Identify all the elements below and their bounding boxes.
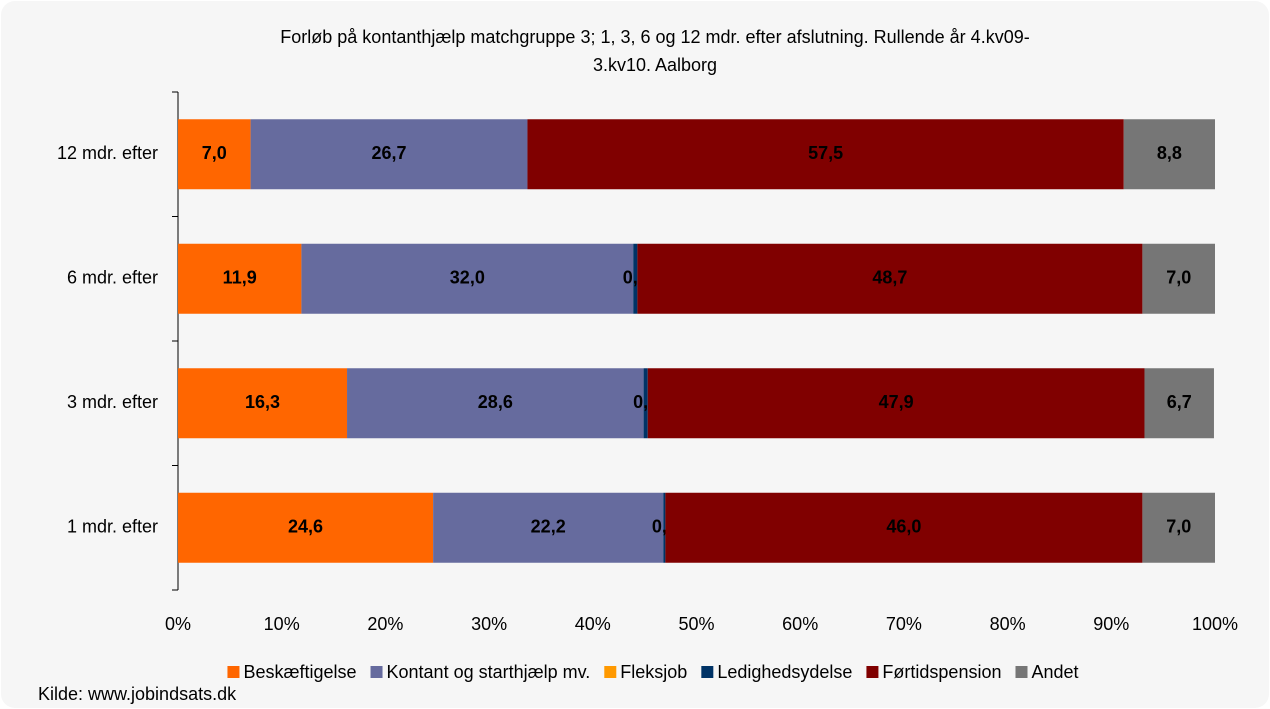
- bar-segment: [637, 243, 1143, 314]
- legend-swatch: [370, 666, 383, 678]
- data-label: 47,9: [879, 392, 914, 412]
- chart-title: Forløb på kontanthjælp matchgruppe 3; 1,…: [280, 27, 1029, 47]
- bar-segment: [527, 119, 1124, 190]
- data-label: 7,0: [1166, 517, 1191, 537]
- bar-segment: [1144, 368, 1214, 439]
- x-tick-label: 40%: [575, 614, 611, 634]
- data-label: 48,7: [872, 268, 907, 288]
- x-tick-label: 80%: [990, 614, 1026, 634]
- data-label: 7,0: [202, 143, 227, 163]
- data-label: 6,7: [1167, 392, 1192, 412]
- data-label: 22,2: [531, 517, 566, 537]
- bar-segment: [663, 492, 666, 563]
- legend-swatch: [701, 666, 714, 678]
- x-tick-label: 70%: [886, 614, 922, 634]
- bar-segment: [643, 368, 648, 439]
- bar-segment: [178, 492, 434, 563]
- data-label: 24,6: [288, 517, 323, 537]
- source-note: Kilde: www.jobindsats.dk: [38, 684, 237, 704]
- legend-swatch: [604, 666, 617, 678]
- bar-segment: [665, 492, 1143, 563]
- x-tick-label: 50%: [678, 614, 714, 634]
- legend-swatch: [1015, 666, 1028, 678]
- y-tick-label: 6 mdr. efter: [67, 268, 158, 288]
- legend-label: Andet: [1031, 662, 1078, 682]
- data-label: 26,7: [372, 143, 407, 163]
- bar-segment: [1123, 119, 1215, 190]
- bar-segment: [178, 368, 348, 439]
- x-tick-label: 20%: [367, 614, 403, 634]
- x-tick-label: 90%: [1093, 614, 1129, 634]
- bar-segment: [1142, 243, 1215, 314]
- data-label: 28,6: [478, 392, 513, 412]
- y-tick-label: 3 mdr. efter: [67, 392, 158, 412]
- bar-segment: [1142, 492, 1215, 563]
- data-label: 46,0: [886, 517, 921, 537]
- y-tick-label: 1 mdr. efter: [67, 517, 158, 537]
- bar-segment: [178, 119, 251, 190]
- data-label: 11,9: [223, 268, 257, 288]
- legend-swatch: [227, 666, 240, 678]
- x-tick-label: 30%: [471, 614, 507, 634]
- legend-swatch: [866, 666, 879, 678]
- bar-segment: [250, 119, 528, 190]
- data-label: 16,3: [245, 392, 280, 412]
- legend-label: Kontant og starthjælp mv.: [387, 662, 591, 682]
- bar-segment: [633, 243, 638, 314]
- data-label: 7,0: [1166, 268, 1191, 288]
- legend-label: Ledighedsydelse: [717, 662, 852, 682]
- x-tick-label: 60%: [782, 614, 818, 634]
- legend-label: Fleksjob: [620, 662, 687, 682]
- bar-segment: [178, 243, 302, 314]
- data-label: 8,8: [1157, 143, 1182, 163]
- x-tick-label: 100%: [1192, 614, 1238, 634]
- chart-title: 3.kv10. Aalborg: [593, 55, 717, 75]
- data-label: 32,0: [450, 268, 485, 288]
- x-tick-label: 10%: [264, 614, 300, 634]
- legend-label: Beskæftigelse: [243, 662, 356, 682]
- legend-label: Førtidspension: [882, 662, 1001, 682]
- y-tick-label: 12 mdr. efter: [57, 143, 158, 163]
- bar-segment: [647, 368, 1145, 439]
- bar-segment: [347, 368, 644, 439]
- x-tick-label: 0%: [165, 614, 191, 634]
- data-label: 57,5: [808, 143, 843, 163]
- bar-segment: [433, 492, 664, 563]
- bar-segment: [301, 243, 634, 314]
